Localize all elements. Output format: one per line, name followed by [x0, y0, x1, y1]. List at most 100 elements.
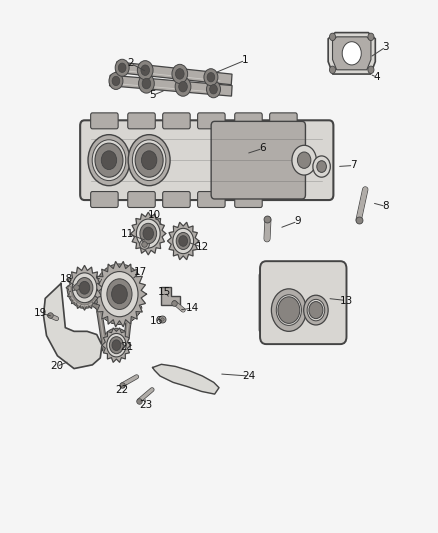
- Circle shape: [88, 135, 130, 185]
- Text: 14: 14: [186, 303, 199, 313]
- Circle shape: [143, 227, 153, 240]
- Circle shape: [107, 334, 126, 357]
- Circle shape: [368, 33, 374, 41]
- FancyBboxPatch shape: [260, 261, 346, 344]
- Circle shape: [207, 72, 215, 82]
- Text: 3: 3: [382, 42, 389, 52]
- Circle shape: [307, 300, 325, 321]
- Circle shape: [92, 140, 126, 181]
- Circle shape: [112, 76, 120, 86]
- Text: 10: 10: [148, 211, 161, 221]
- Text: 12: 12: [196, 243, 209, 252]
- Polygon shape: [167, 222, 199, 260]
- FancyBboxPatch shape: [80, 120, 333, 200]
- Circle shape: [118, 63, 126, 72]
- Circle shape: [342, 42, 361, 65]
- Circle shape: [140, 223, 157, 244]
- Text: 6: 6: [259, 143, 266, 154]
- Text: 23: 23: [139, 400, 152, 410]
- Circle shape: [115, 59, 129, 76]
- Circle shape: [141, 65, 149, 76]
- Circle shape: [110, 337, 124, 354]
- FancyBboxPatch shape: [270, 113, 297, 129]
- Polygon shape: [43, 284, 102, 368]
- Circle shape: [276, 295, 301, 326]
- Text: 22: 22: [116, 385, 129, 395]
- Circle shape: [135, 143, 163, 177]
- Polygon shape: [152, 365, 219, 394]
- Circle shape: [142, 78, 151, 89]
- Text: 17: 17: [134, 267, 147, 277]
- Circle shape: [329, 33, 336, 41]
- Circle shape: [112, 340, 121, 351]
- FancyBboxPatch shape: [235, 191, 262, 207]
- FancyBboxPatch shape: [162, 113, 190, 129]
- Circle shape: [175, 77, 191, 96]
- Text: 1: 1: [242, 55, 248, 65]
- Circle shape: [136, 219, 160, 248]
- Polygon shape: [66, 265, 103, 310]
- Circle shape: [76, 278, 93, 298]
- Text: 2: 2: [127, 59, 134, 68]
- Circle shape: [128, 135, 170, 185]
- FancyBboxPatch shape: [198, 113, 225, 129]
- FancyBboxPatch shape: [235, 113, 262, 129]
- FancyBboxPatch shape: [91, 191, 118, 207]
- Circle shape: [138, 61, 153, 80]
- Circle shape: [309, 302, 323, 319]
- Polygon shape: [332, 37, 371, 70]
- Circle shape: [141, 151, 157, 169]
- Circle shape: [179, 82, 187, 92]
- Text: 21: 21: [121, 342, 134, 352]
- Polygon shape: [328, 33, 375, 74]
- Text: 4: 4: [374, 72, 380, 82]
- Circle shape: [297, 152, 311, 168]
- Circle shape: [179, 236, 187, 246]
- Circle shape: [138, 74, 154, 93]
- Circle shape: [210, 85, 217, 94]
- FancyBboxPatch shape: [91, 113, 118, 129]
- Circle shape: [173, 228, 194, 254]
- Circle shape: [278, 297, 300, 324]
- Circle shape: [95, 143, 123, 177]
- FancyBboxPatch shape: [128, 191, 155, 207]
- Text: 7: 7: [350, 160, 357, 171]
- Circle shape: [272, 289, 306, 332]
- Circle shape: [176, 69, 184, 79]
- Text: 9: 9: [294, 216, 301, 227]
- Circle shape: [292, 146, 316, 175]
- Circle shape: [304, 295, 328, 325]
- Text: 24: 24: [242, 371, 255, 381]
- Circle shape: [109, 72, 123, 90]
- Circle shape: [112, 285, 127, 304]
- Text: 20: 20: [50, 361, 63, 372]
- Polygon shape: [116, 62, 232, 85]
- Text: 18: 18: [60, 274, 73, 284]
- Circle shape: [329, 66, 336, 74]
- Text: 15: 15: [158, 287, 172, 297]
- Circle shape: [368, 66, 374, 74]
- Text: 19: 19: [34, 308, 47, 318]
- FancyBboxPatch shape: [259, 273, 271, 332]
- Circle shape: [107, 279, 132, 310]
- Circle shape: [317, 161, 326, 172]
- Text: 13: 13: [340, 295, 353, 305]
- Circle shape: [313, 156, 330, 177]
- Circle shape: [172, 64, 187, 84]
- Polygon shape: [110, 75, 232, 96]
- Circle shape: [132, 140, 166, 181]
- Circle shape: [207, 81, 220, 98]
- Text: 11: 11: [121, 229, 134, 239]
- Circle shape: [176, 232, 190, 249]
- FancyBboxPatch shape: [162, 191, 190, 207]
- Text: 5: 5: [149, 90, 156, 100]
- Polygon shape: [131, 212, 166, 255]
- FancyBboxPatch shape: [128, 113, 155, 129]
- Circle shape: [101, 151, 117, 169]
- FancyBboxPatch shape: [211, 122, 305, 199]
- FancyBboxPatch shape: [198, 191, 225, 207]
- Polygon shape: [161, 287, 180, 305]
- Polygon shape: [92, 262, 147, 327]
- Circle shape: [101, 271, 138, 317]
- Polygon shape: [102, 328, 131, 362]
